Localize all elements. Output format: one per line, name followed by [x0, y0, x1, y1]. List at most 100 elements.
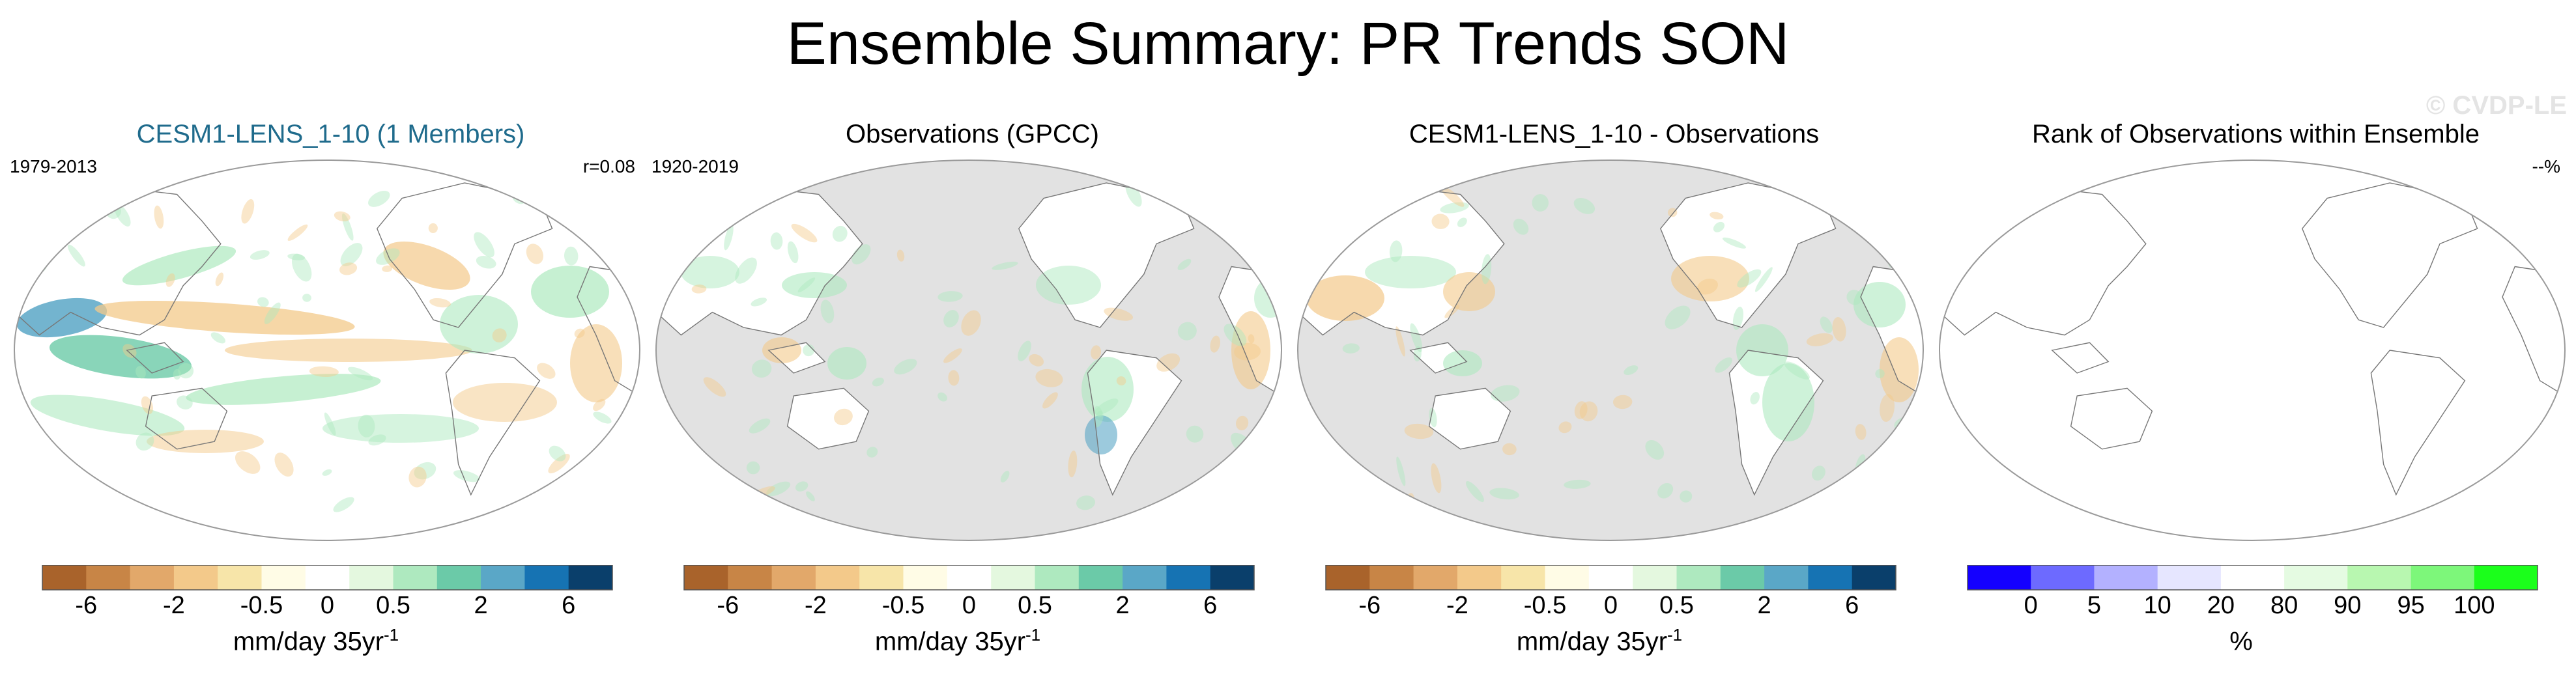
panel-title: Rank of Observations within Ensemble	[2032, 120, 2480, 148]
period-label: 1920-2019	[651, 156, 739, 176]
panel-title: CESM1-LENS_1-10 (1 Members)	[136, 120, 525, 148]
colorbar-tick-label: 6	[1203, 592, 1217, 617]
colorbar-swatch	[1720, 565, 1765, 590]
colorbar-swatch	[1808, 565, 1853, 590]
colorbar-tick-label: -2	[1446, 592, 1468, 617]
colorbar-tick-label: 90	[2334, 592, 2361, 617]
colorbar-swatch	[393, 565, 438, 590]
colorbar-swatch	[1035, 565, 1080, 590]
colorbar-swatch	[1968, 565, 2031, 590]
colorbar-tick-label: 100	[2454, 592, 2495, 617]
colorbar-swatch	[173, 565, 218, 590]
colorbar-swatch	[1457, 565, 1502, 590]
colorbar: -6 -2 -0.5 0 0.5 2 6	[683, 565, 1255, 617]
colorbar-swatch	[2284, 565, 2348, 590]
colorbar-tick-label: 0	[962, 592, 976, 617]
colorbar-swatch	[436, 565, 481, 590]
colorbar-tick-label: -2	[805, 592, 827, 617]
colorbar-swatch	[1210, 565, 1255, 590]
panel-title: CESM1-LENS_1-10 - Observations	[1409, 120, 1820, 148]
colorbar-swatch	[2157, 565, 2222, 590]
rank-summary-label: --%	[2532, 156, 2560, 176]
colorbar-swatch	[771, 565, 816, 590]
colorbar-units: mm/day 35yr-1	[874, 625, 1041, 656]
colorbar-swatch	[1633, 565, 1677, 590]
colorbar-swatch	[947, 565, 992, 590]
colorbar-swatch	[42, 565, 87, 590]
colorbar: -6 -2 -0.5 0 0.5 2 6	[42, 565, 613, 617]
colorbar-swatch	[1676, 565, 1721, 590]
colorbar: 0 5 10 20 80 90 95 100	[1967, 565, 2538, 617]
colorbar-swatch	[130, 565, 175, 590]
period-label: 1979-2013	[10, 156, 97, 176]
colorbar-swatch	[1545, 565, 1590, 590]
panel-difference: CESM1-LENS_1-10 - Observations -6 -2 -0.5 0…	[1293, 116, 1935, 676]
colorbar-tick-label: 0.5	[1659, 592, 1694, 617]
colorbar-tick-label: 0.5	[376, 592, 410, 617]
colorbar-swatch	[2094, 565, 2158, 590]
colorbar-tick-label: 2	[474, 592, 488, 617]
colorbar-swatch	[859, 565, 904, 590]
panel-title: Observations (GPCC)	[846, 120, 1099, 148]
trend-map	[14, 160, 640, 541]
colorbar-tick-label: 6	[1845, 592, 1859, 617]
colorbar-swatch	[2220, 565, 2285, 590]
colorbar-tick-label: 80	[2270, 592, 2298, 617]
watermark: © CVDP-LE	[2426, 91, 2567, 120]
colorbar-swatch	[218, 565, 262, 590]
colorbar-tick-label: 0.5	[1018, 592, 1052, 617]
colorbar-swatch	[1852, 565, 1896, 590]
colorbar-tick-label: -6	[75, 592, 97, 617]
colorbar-tick-label: 20	[2207, 592, 2235, 617]
colorbar-swatch	[349, 565, 394, 590]
colorbar-swatch	[903, 565, 948, 590]
panel-model: CESM1-LENS_1-10 (1 Members) 1979-2013 r=…	[10, 116, 651, 676]
colorbar-swatch	[2474, 565, 2538, 590]
trend-map	[655, 160, 1282, 541]
colorbar-tick-label: 0	[1604, 592, 1618, 617]
colorbar-swatch	[1326, 565, 1370, 590]
colorbar-swatch	[1588, 565, 1633, 590]
colorbar-units: mm/day 35yr-1	[233, 625, 399, 656]
colorbar-swatch	[1501, 565, 1545, 590]
colorbar-swatch	[1078, 565, 1123, 590]
rank-map	[1939, 160, 2566, 541]
colorbar-tick-label: 10	[2144, 592, 2171, 617]
colorbar-swatch	[684, 565, 728, 590]
colorbar-units: %	[2229, 627, 2253, 656]
trend-map	[1297, 160, 1924, 541]
colorbar-swatch	[261, 565, 306, 590]
colorbar-tick-label: 95	[2397, 592, 2424, 617]
colorbar-swatch	[1764, 565, 1809, 590]
colorbar-swatch	[728, 565, 773, 590]
colorbar-tick-label: -0.5	[1524, 592, 1566, 617]
colorbar-swatch	[991, 565, 1035, 590]
colorbar-swatch	[86, 565, 131, 590]
colorbar-swatch	[815, 565, 860, 590]
colorbar-tick-label: 6	[562, 592, 575, 617]
colorbar-swatch	[1123, 565, 1167, 590]
colorbar-swatch	[2347, 565, 2411, 590]
colorbar-tick-label: -2	[163, 592, 185, 617]
colorbar-swatch	[1369, 565, 1414, 590]
colorbar-tick-label: 0	[321, 592, 334, 617]
correlation-label: r=0.08	[582, 156, 635, 176]
colorbar-swatch	[1166, 565, 1211, 590]
colorbar-swatch	[524, 565, 569, 590]
colorbar-tick-label: 2	[1758, 592, 1771, 617]
colorbar-tick-label: -0.5	[882, 592, 924, 617]
colorbar-tick-label: 0	[2024, 592, 2038, 617]
colorbar: -6 -2 -0.5 0 0.5 2 6	[1325, 565, 1896, 617]
colorbar-tick-label: 5	[2087, 592, 2101, 617]
colorbar-swatch	[1413, 565, 1458, 590]
panel-observations: Observations (GPCC) 1920-2019 -6 -2 -0.5 0 0…	[651, 116, 1293, 676]
colorbar-swatch	[2031, 565, 2095, 590]
colorbar-swatch	[2411, 565, 2475, 590]
figure-title: Ensemble Summary: PR Trends SON	[786, 10, 1790, 77]
colorbar-tick-label: -6	[1358, 592, 1381, 617]
colorbar-units: mm/day 35yr-1	[1516, 625, 1683, 656]
colorbar-tick-label: -6	[717, 592, 739, 617]
colorbar-swatch	[305, 565, 350, 590]
colorbar-tick-label: 2	[1116, 592, 1130, 617]
colorbar-swatch	[568, 565, 613, 590]
